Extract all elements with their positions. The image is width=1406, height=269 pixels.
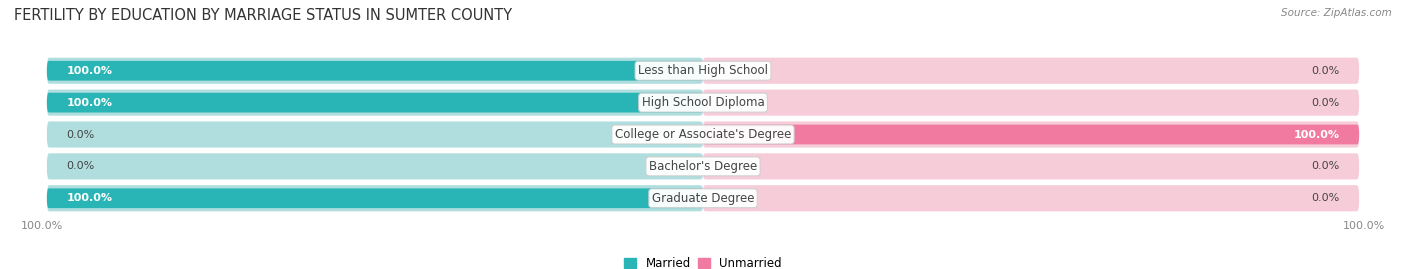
Legend: Married, Unmarried: Married, Unmarried: [620, 253, 786, 269]
Text: High School Diploma: High School Diploma: [641, 96, 765, 109]
Text: 100.0%: 100.0%: [66, 193, 112, 203]
Text: Graduate Degree: Graduate Degree: [652, 192, 754, 205]
Text: 0.0%: 0.0%: [1312, 193, 1340, 203]
FancyBboxPatch shape: [46, 61, 703, 81]
FancyBboxPatch shape: [46, 90, 703, 116]
Text: College or Associate's Degree: College or Associate's Degree: [614, 128, 792, 141]
FancyBboxPatch shape: [703, 185, 1360, 211]
Text: FERTILITY BY EDUCATION BY MARRIAGE STATUS IN SUMTER COUNTY: FERTILITY BY EDUCATION BY MARRIAGE STATU…: [14, 8, 512, 23]
Text: 0.0%: 0.0%: [1312, 161, 1340, 171]
FancyBboxPatch shape: [703, 58, 1360, 84]
FancyBboxPatch shape: [46, 188, 703, 208]
FancyBboxPatch shape: [703, 153, 1360, 179]
Text: 100.0%: 100.0%: [66, 66, 112, 76]
Text: 100.0%: 100.0%: [1343, 221, 1385, 231]
Text: 0.0%: 0.0%: [1312, 66, 1340, 76]
FancyBboxPatch shape: [46, 58, 703, 84]
FancyBboxPatch shape: [703, 90, 1360, 116]
FancyBboxPatch shape: [46, 121, 1360, 148]
FancyBboxPatch shape: [46, 58, 1360, 84]
FancyBboxPatch shape: [46, 153, 703, 179]
Text: Bachelor's Degree: Bachelor's Degree: [650, 160, 756, 173]
Text: 100.0%: 100.0%: [1294, 129, 1340, 140]
FancyBboxPatch shape: [46, 90, 1360, 116]
FancyBboxPatch shape: [46, 153, 1360, 179]
Text: 100.0%: 100.0%: [21, 221, 63, 231]
FancyBboxPatch shape: [703, 125, 1360, 144]
FancyBboxPatch shape: [46, 93, 703, 112]
Text: Source: ZipAtlas.com: Source: ZipAtlas.com: [1281, 8, 1392, 18]
FancyBboxPatch shape: [46, 185, 1360, 211]
Text: 0.0%: 0.0%: [66, 161, 94, 171]
FancyBboxPatch shape: [46, 121, 703, 148]
Text: 100.0%: 100.0%: [66, 98, 112, 108]
Text: 0.0%: 0.0%: [66, 129, 94, 140]
FancyBboxPatch shape: [46, 185, 703, 211]
FancyBboxPatch shape: [703, 121, 1360, 148]
Text: Less than High School: Less than High School: [638, 64, 768, 77]
Text: 0.0%: 0.0%: [1312, 98, 1340, 108]
